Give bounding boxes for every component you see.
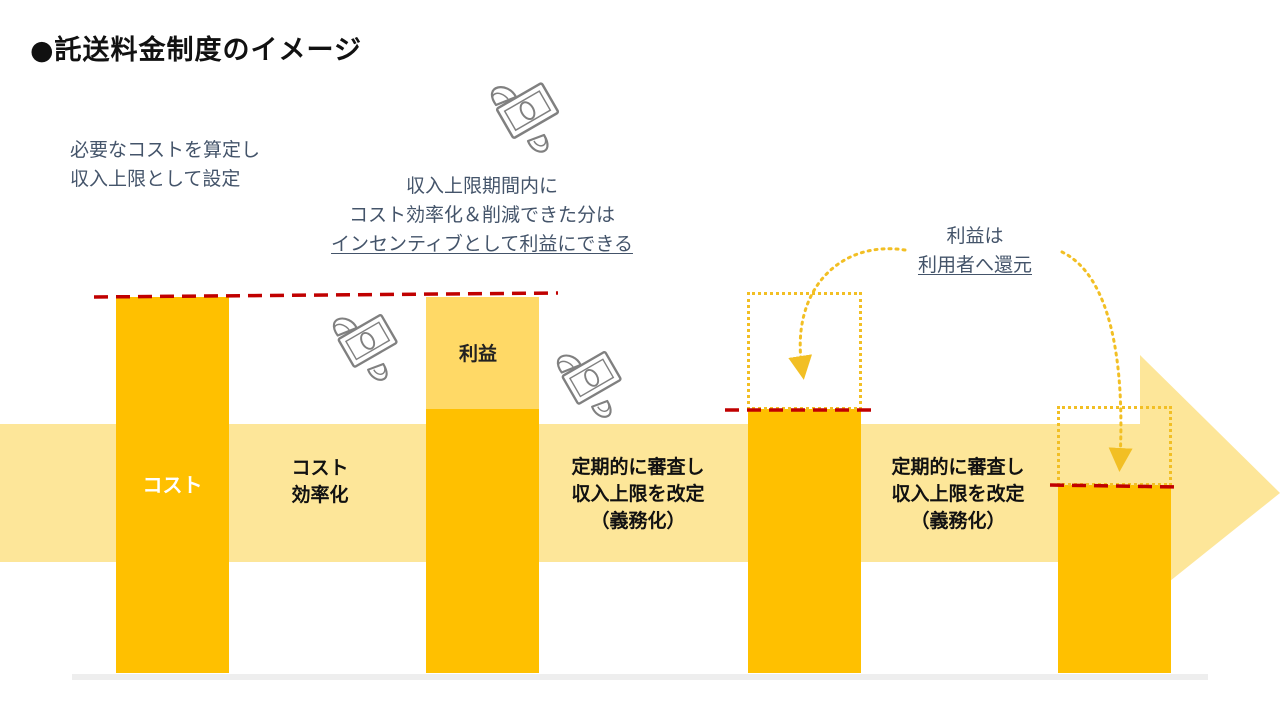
note-line: 収入上限期間内に [405, 175, 558, 197]
note-line: 必要なコストを算定し [70, 139, 261, 161]
flying-money-icon [332, 313, 399, 382]
step-review-1: 定期的に審査し 収入上限を改定 （義務化） [548, 454, 728, 535]
step-line: （義務化） [910, 510, 1006, 532]
cost-bar-3 [748, 409, 861, 673]
note-line: 利益は [946, 225, 1004, 247]
step-efficiency: コスト 効率化 [260, 455, 380, 509]
step-line: 定期的に審査し [891, 456, 1025, 478]
profit-segment [426, 297, 539, 409]
return-arrow-1 [788, 247, 907, 380]
return-arrow-2 [1060, 250, 1133, 472]
flow-arrow-head [1140, 355, 1280, 605]
baseline [72, 674, 1208, 680]
step-line: 収入上限を改定 [891, 483, 1025, 505]
cost-bar-2 [426, 409, 539, 673]
note-line: コスト効率化＆削減できた分は [348, 204, 615, 226]
note-line: インセンティブとして利益にできる [331, 233, 633, 255]
profit-label: 利益 [459, 343, 498, 365]
returned-profit-box-2 [1057, 406, 1172, 486]
revenue-cap-line-1 [93, 291, 559, 299]
revenue-cap-line-3 [1049, 483, 1181, 489]
flying-money-icon [556, 350, 623, 419]
flying-money-icon [490, 81, 560, 153]
note-line: 利用者へ還元 [917, 254, 1032, 276]
note-incentive: 収入上限期間内に コスト効率化＆削減できた分は インセンティブとして利益にできる [282, 172, 682, 259]
cost-bar-1 [116, 297, 229, 673]
cost-bar-label: コスト [142, 473, 203, 497]
page-title: ●託送料金制度のイメージ [30, 35, 363, 66]
step-line: コスト [291, 457, 349, 479]
step-line: 効率化 [291, 484, 349, 506]
step-line: （義務化） [590, 510, 686, 532]
step-review-2: 定期的に審査し 収入上限を改定 （義務化） [868, 454, 1048, 535]
step-line: 収入上限を改定 [571, 483, 705, 505]
note-return: 利益は 利用者へ還元 [880, 222, 1070, 280]
cost-bar-4 [1058, 485, 1171, 673]
note-cost-setting: 必要なコストを算定し 収入上限として設定 [70, 136, 260, 194]
step-line: 定期的に審査し [571, 456, 705, 478]
note-line: 収入上限として設定 [70, 168, 241, 190]
